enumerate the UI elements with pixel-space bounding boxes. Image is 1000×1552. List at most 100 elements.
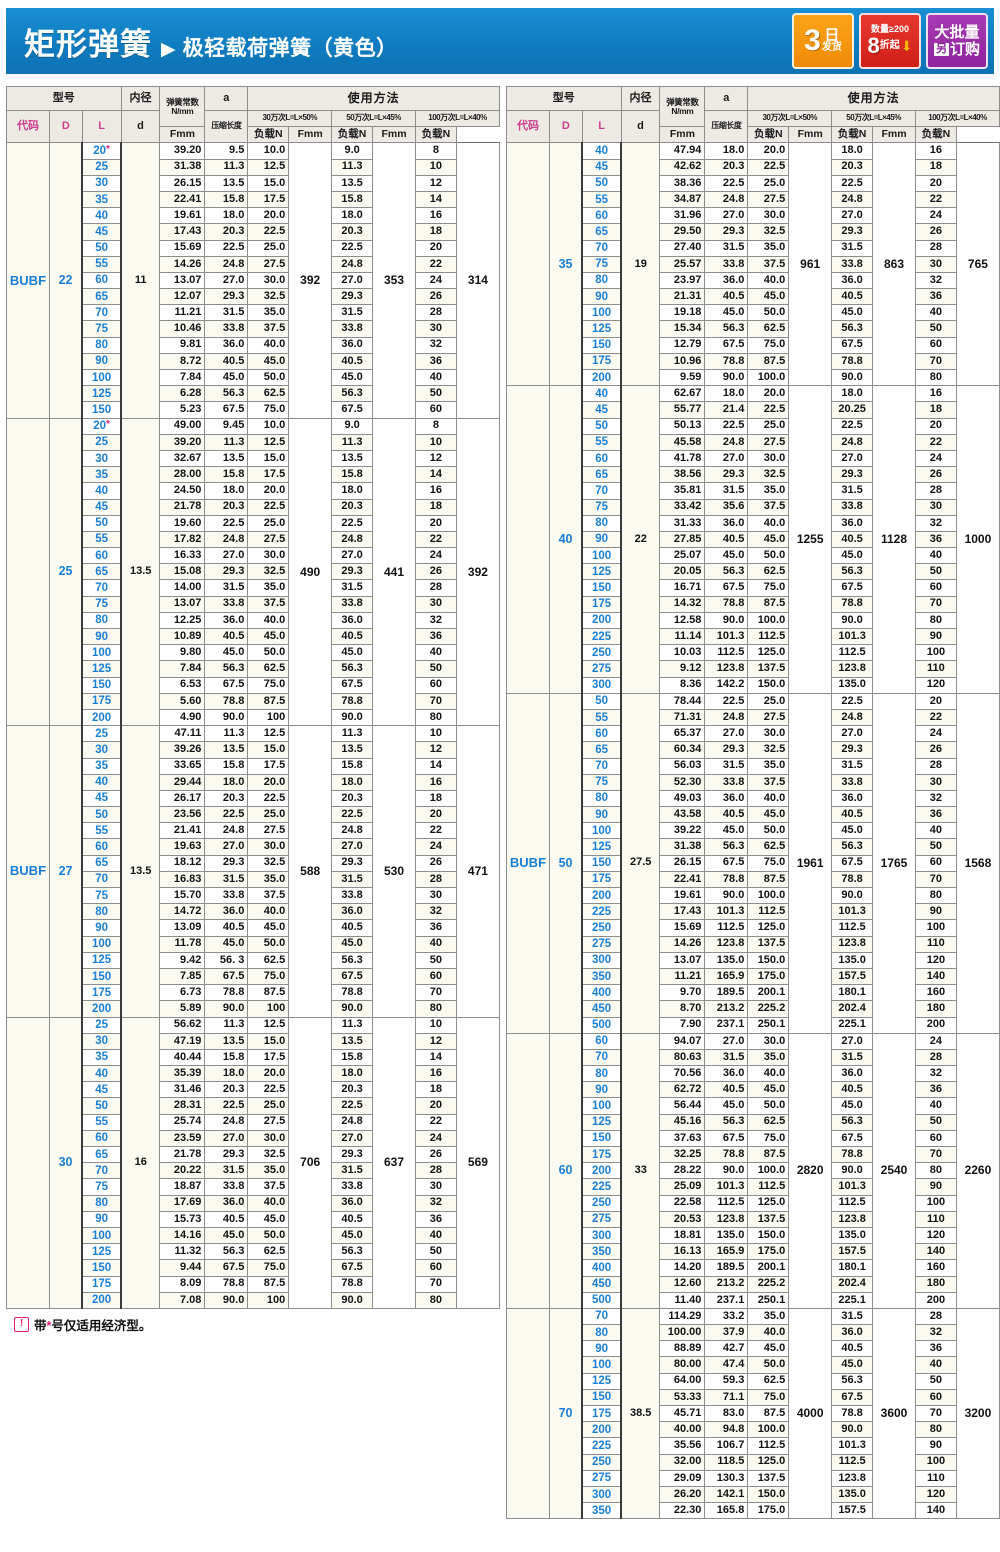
cell-a-compressed-length: 165.9 [704, 1243, 749, 1261]
cell-L: 80 [81, 336, 122, 354]
cell-fmm-30: 32.5 [247, 1145, 290, 1164]
cell-spring-constant: 13.07 [159, 271, 206, 290]
cell-fmm-30: 25.0 [247, 1097, 290, 1115]
cell-a-compressed-length: 31.5 [204, 1162, 249, 1180]
cell-L: 35 [81, 1048, 122, 1067]
cell-fmm-30: 125.0 [747, 919, 790, 937]
cell-L: 75 [581, 773, 622, 791]
cell-a-compressed-length: 29.3 [704, 223, 749, 241]
cell-fmm-30: 22.5 [747, 401, 790, 419]
cell-L: 45 [81, 223, 122, 241]
cell-fmm-30: 75.0 [747, 854, 790, 872]
cell-a-compressed-length: 33.8 [204, 320, 249, 338]
cell-L: 25 [81, 1016, 122, 1034]
cell-fmm-100: 100 [914, 644, 957, 662]
cell-fmm-30: 17.5 [247, 757, 290, 775]
cell-fmm-100: 24 [414, 271, 457, 290]
table-row: BUBF 27 25 13.5 47.11 11.3 12.5 588 11.3 530 10 471 [6, 725, 501, 1018]
cell-fmm-100: 30 [914, 773, 957, 791]
cell-fmm-50: 29.3 [331, 288, 374, 306]
cell-fmm-50: 67.5 [831, 579, 874, 597]
cell-L: 70 [81, 579, 122, 597]
cell-fmm-100: 8 [414, 417, 457, 435]
cell-a-compressed-length: 9.45 [204, 417, 249, 435]
cell-fmm-30: 50.0 [747, 304, 790, 322]
cell-fmm-50: 40.5 [331, 919, 374, 937]
header-cycles-50: 50万次L=L×45% [831, 109, 916, 128]
header-inner-dia: 内径 [620, 86, 661, 111]
badge-bulk-order: 大批量 另 订购 [926, 13, 988, 69]
cell-spring-constant: 15.08 [159, 563, 206, 581]
table-row: 200 4.90 90.0 100 90.0 80 [7, 708, 500, 727]
cell-L: 450 [581, 1275, 622, 1293]
cell-fmm-30: 25.0 [247, 806, 290, 824]
cell-load-50: 353 [372, 142, 416, 419]
cell-fmm-50: 56.3 [831, 563, 874, 581]
cell-code [506, 385, 550, 694]
cell-fmm-50: 157.5 [831, 967, 874, 986]
cell-L: 90 [581, 1340, 622, 1358]
cell-spring-constant: 7.08 [159, 1291, 206, 1309]
cell-fmm-100: 24 [914, 725, 957, 743]
cell-fmm-50: 56.3 [831, 1113, 874, 1131]
table-row: 55 14.26 24.8 27.5 24.8 22 [7, 255, 500, 273]
cell-spring-constant: 15.69 [659, 919, 706, 937]
table-row: 45 17.43 20.3 22.5 20.3 18 [7, 223, 500, 241]
cell-a-compressed-length: 20.3 [204, 789, 249, 808]
table-row: 80 31.33 36.0 40.0 36.0 32 [507, 514, 1000, 532]
cell-L: 80 [581, 1324, 622, 1342]
cell-L: 200 [81, 1291, 122, 1309]
cell-fmm-100: 14 [414, 190, 457, 209]
cell-fmm-100: 80 [914, 886, 957, 905]
cell-L: 90 [581, 806, 622, 824]
cell-spring-constant: 24.50 [159, 482, 206, 500]
cell-load-50: 3600 [872, 1307, 916, 1520]
cell-fmm-50: 112.5 [831, 1453, 874, 1471]
cell-spring-constant: 80.00 [659, 1356, 706, 1374]
table-row: 150 26.15 67.5 75.0 67.5 60 [507, 854, 1000, 872]
cell-a-compressed-length: 29.3 [204, 563, 249, 581]
table-row: 80 12.25 36.0 40.0 36.0 32 [7, 611, 500, 630]
cell-d: 22 [620, 385, 661, 694]
cell-L: 125 [81, 660, 122, 678]
cell-fmm-50: 112.5 [831, 644, 874, 662]
table-body: 35 40 19 47.94 18.0 20.0 961 18.0 863 16 765 45 42.6… [506, 142, 1000, 1520]
cell-L: 175 [581, 870, 622, 889]
cell-a-compressed-length: 24.8 [204, 530, 249, 549]
cell-fmm-100: 32 [914, 789, 957, 808]
cell-fmm-30: 27.5 [247, 822, 290, 840]
cell-fmm-100: 18 [414, 223, 457, 241]
cell-spring-constant: 28.00 [159, 466, 206, 484]
table-row: 250 32.00 118.5 125.0 112.5 100 [507, 1453, 1000, 1471]
cell-L: 75 [81, 1178, 122, 1196]
cell-fmm-30: 137.5 [747, 660, 790, 678]
cell-fmm-30: 100.0 [747, 886, 790, 905]
cell-spring-constant: 16.83 [159, 870, 206, 889]
cell-L: 40 [581, 385, 622, 403]
cell-spring-constant: 38.36 [659, 174, 706, 192]
cell-fmm-30: 45.0 [247, 352, 290, 371]
cell-a-compressed-length: 78.8 [204, 692, 249, 710]
table-row: 175 8.09 78.8 87.5 78.8 70 [7, 1275, 500, 1293]
cell-spring-constant: 5.23 [159, 401, 206, 419]
cell-a-compressed-length: 118.5 [704, 1453, 749, 1471]
footnote: ! 带*号仅适用经济型。 [14, 1315, 500, 1334]
cell-fmm-100: 20 [414, 806, 457, 824]
cell-fmm-100: 20 [914, 174, 957, 192]
cell-fmm-50: 36.0 [831, 1324, 874, 1342]
cell-L: 125 [581, 1372, 622, 1390]
cell-spring-constant: 56.62 [159, 1016, 206, 1034]
cell-fmm-30: 30.0 [247, 838, 290, 856]
cell-L: 150 [581, 854, 622, 872]
cell-a-compressed-length: 36.0 [704, 1065, 749, 1083]
cell-spring-constant: 17.43 [659, 903, 706, 921]
cell-fmm-30: 175.0 [747, 1243, 790, 1261]
cell-L: 60 [81, 547, 122, 565]
cell-spring-constant: 60.34 [659, 741, 706, 759]
cell-spring-constant: 19.60 [159, 514, 206, 532]
cell-fmm-30: 100 [247, 1291, 290, 1309]
cell-spring-constant: 29.09 [659, 1469, 706, 1487]
cell-fmm-30: 15.0 [247, 741, 290, 759]
cell-fmm-100: 36 [414, 1210, 457, 1228]
